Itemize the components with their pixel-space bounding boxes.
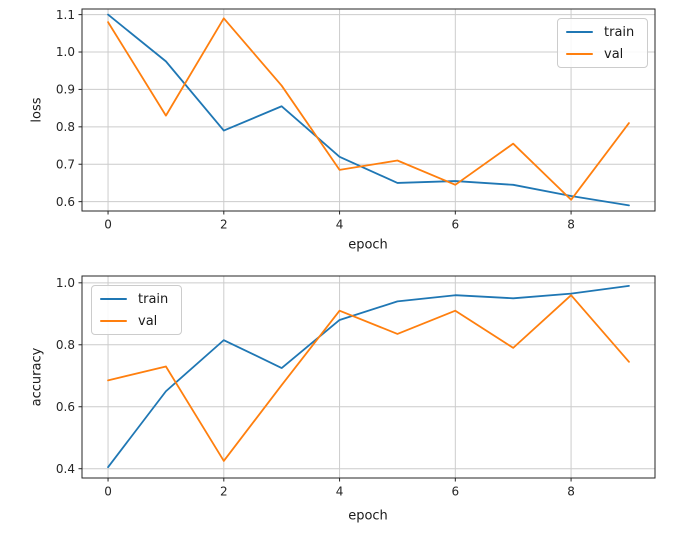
loss-x-axis-label: epoch	[348, 237, 388, 253]
svg-text:4: 4	[336, 218, 344, 232]
accuracy-legend: train val	[91, 285, 182, 335]
accuracy-legend-item-train: train	[100, 290, 173, 308]
train-line-swatch	[100, 297, 127, 301]
accuracy-legend-label-val: val	[138, 313, 158, 329]
accuracy-y-axis-label: accuracy	[29, 347, 45, 407]
loss-legend-label-train: train	[604, 24, 635, 40]
accuracy-legend-item-val: val	[100, 312, 173, 330]
train-line-swatch	[566, 30, 593, 34]
svg-text:0.6: 0.6	[56, 400, 75, 414]
svg-text:8: 8	[567, 485, 575, 499]
accuracy-legend-label-train: train	[138, 291, 169, 307]
svg-text:2: 2	[220, 218, 228, 232]
svg-text:0.8: 0.8	[56, 338, 75, 352]
svg-text:0: 0	[104, 218, 112, 232]
loss-y-axis-label: loss	[29, 97, 45, 123]
accuracy-x-axis-label: epoch	[348, 508, 388, 524]
svg-text:0.8: 0.8	[56, 120, 75, 134]
loss-legend: train val	[557, 18, 648, 68]
svg-text:0.6: 0.6	[56, 195, 75, 209]
val-line-swatch	[566, 52, 593, 56]
svg-text:0.9: 0.9	[56, 83, 75, 97]
loss-legend-label-val: val	[604, 46, 624, 62]
val-line-swatch	[100, 319, 127, 323]
svg-text:0.7: 0.7	[56, 157, 75, 171]
svg-text:1.1: 1.1	[56, 8, 75, 22]
svg-text:6: 6	[451, 485, 459, 499]
svg-text:6: 6	[451, 218, 459, 232]
svg-text:1.0: 1.0	[56, 45, 75, 59]
svg-text:0.4: 0.4	[56, 462, 75, 476]
svg-text:1.0: 1.0	[56, 276, 75, 290]
loss-legend-item-val: val	[566, 45, 639, 63]
loss-legend-item-train: train	[566, 23, 639, 41]
svg-text:2: 2	[220, 485, 228, 499]
svg-text:0: 0	[104, 485, 112, 499]
svg-text:4: 4	[336, 485, 344, 499]
svg-text:8: 8	[567, 218, 575, 232]
